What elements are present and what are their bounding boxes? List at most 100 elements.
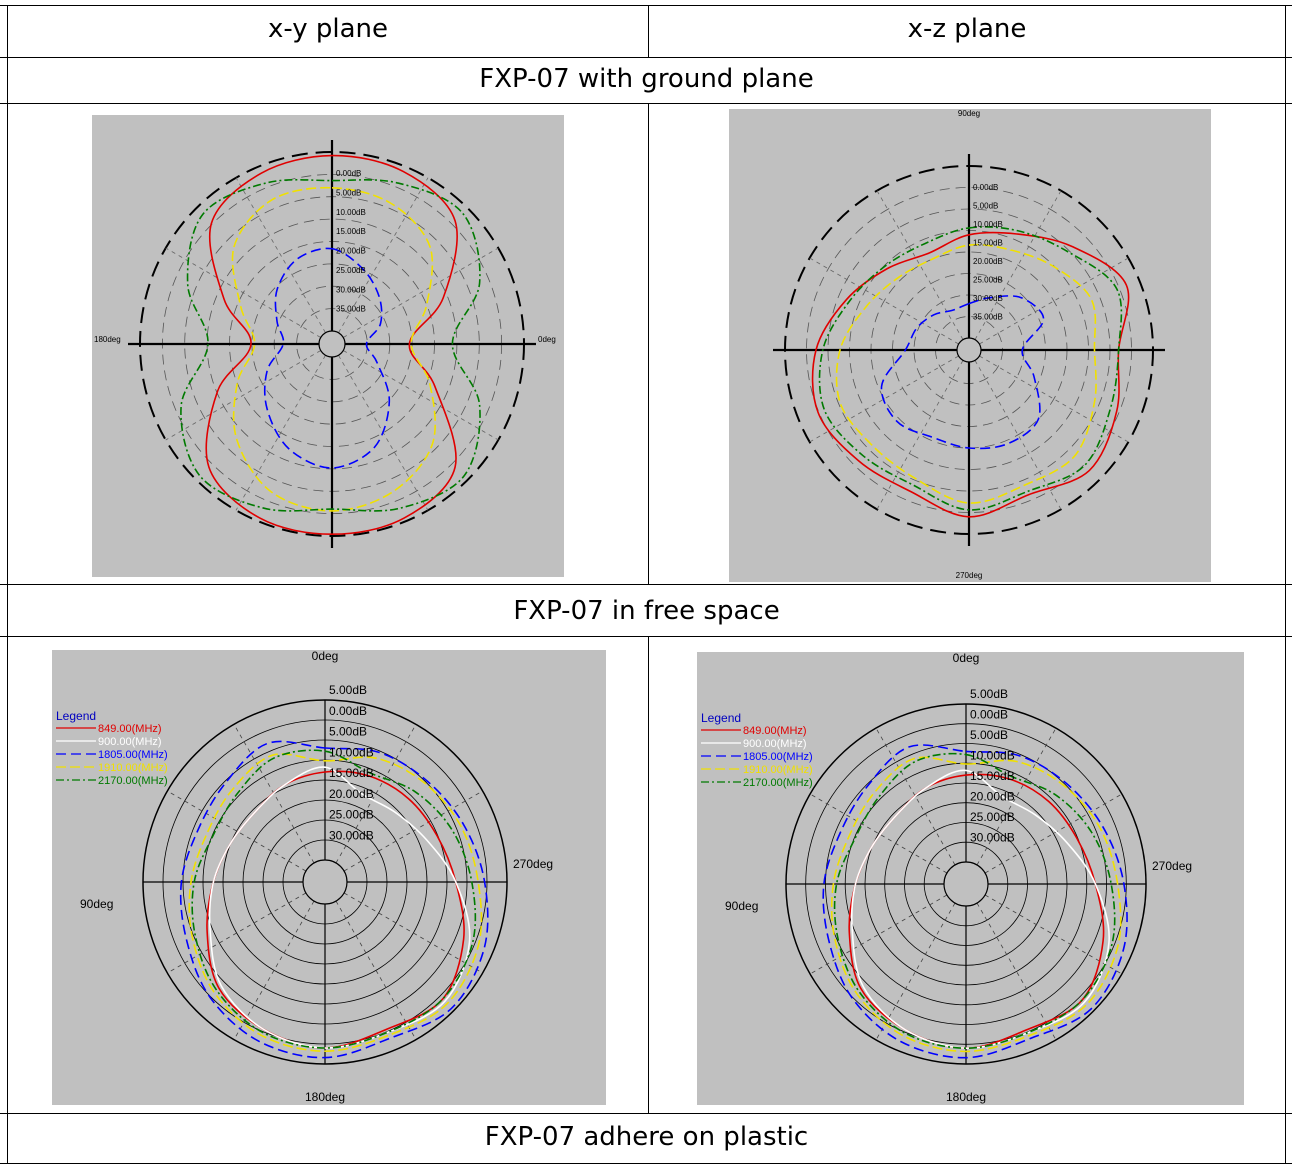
polar-radial-label: 30.00dB: [336, 285, 366, 294]
polar-series-line: [231, 186, 437, 512]
polar-grid-spoke: [165, 350, 321, 441]
legend-item: 900.00(MHz): [98, 736, 162, 748]
polar-grid-spoke: [165, 247, 321, 338]
polar-radial-label: 20.00dB: [970, 790, 1015, 804]
polar-grid-spoke: [343, 892, 483, 974]
polar-radial-label: 5.00dB: [970, 687, 1008, 701]
polar-angle-label-left: 90deg: [725, 899, 758, 913]
polar-plot-free-xy: 5.00dB 0.00dB 5.00dB 10.00dB 15.00dB 20.00dB 2…: [52, 650, 606, 1105]
polar-radial-label: 20.00dB: [329, 787, 374, 801]
polar-angle-label-top: 90deg: [958, 109, 980, 118]
polar-grid-spoke: [984, 793, 1123, 874]
polar-radial-label: 30.00dB: [329, 829, 374, 843]
polar-grid-spoke: [809, 894, 948, 975]
polar-series-line: [180, 178, 481, 512]
polar-grid-spoke: [335, 724, 417, 864]
polar-radial-label: 0.00dB: [336, 169, 361, 178]
polar-radial-label: 35.00dB: [973, 313, 1003, 322]
polar-plot-ground-xy: 0.00dB 5.00dB 10.00dB 15.00dB 20.00dB 25.00dB…: [92, 115, 564, 577]
polar-angle-label-left: 90deg: [80, 897, 113, 911]
legend-title: Legend: [701, 711, 741, 725]
polar-grid-spoke: [876, 360, 964, 510]
header-xz-plane: x-z plane: [907, 14, 1027, 44]
polar-svg-ground-xy: 0.00dB 5.00dB 10.00dB 15.00dB 20.00dB 25.00dB…: [94, 140, 556, 548]
polar-grid-spoke: [976, 727, 1057, 866]
legend-title: Legend: [56, 709, 96, 723]
polar-grid-spoke: [335, 900, 417, 1040]
polar-radial-label: 35.00dB: [336, 305, 366, 314]
table-border: [0, 5, 1292, 6]
polar-radial-label: 25.00dB: [336, 266, 366, 275]
polar-radial-label: 15.00dB: [970, 769, 1015, 783]
section-label-free-space: FXP-07 in free space: [513, 596, 780, 626]
polar-legend: Legend849.00(MHz)900.00(MHz)1805.00(MHz)…: [56, 709, 168, 787]
polar-grid-spoke: [167, 892, 307, 974]
section-label-plastic: FXP-07 adhere on plastic: [484, 1122, 809, 1152]
polar-radial-label: 10.00dB: [336, 208, 366, 217]
polar-series-line: [818, 226, 1123, 511]
table-border: [648, 5, 649, 57]
section-label-ground-plane: FXP-07 with ground plane: [479, 64, 814, 94]
polar-series-line: [822, 744, 1128, 1059]
polar-center-hub: [318, 330, 346, 358]
polar-radial-label: 20.00dB: [336, 247, 366, 256]
polar-radial-label: 15.00dB: [329, 766, 374, 780]
table-border: [648, 103, 649, 584]
legend-item: 849.00(MHz): [743, 725, 807, 737]
polar-series-line: [833, 752, 1116, 1050]
polar-angle-label-top: 0deg: [953, 652, 980, 665]
legend-item: 1910.00(MHz): [743, 764, 813, 776]
table-border: [1285, 5, 1286, 1163]
polar-series-line: [205, 154, 458, 536]
polar-radial-label: 5.00dB: [329, 725, 367, 739]
polar-center-hub: [943, 861, 989, 907]
polar-angle-label-bottom: 180deg: [946, 1090, 986, 1104]
table-border: [7, 5, 8, 1163]
polar-radial-label: 25.00dB: [970, 810, 1015, 824]
polar-radial-label: 30.00dB: [973, 294, 1003, 303]
table-border: [648, 636, 649, 1113]
polar-radial-label: 5.00dB: [973, 202, 998, 211]
polar-plot-ground-xz: 0.00dB 5.00dB 10.00dB 15.00dB 20.00dB 25.00dB…: [729, 109, 1211, 582]
polar-radial-label: 25.00dB: [329, 808, 374, 822]
polar-radial-label: 5.00dB: [329, 683, 367, 697]
table-border: [0, 1163, 1292, 1164]
polar-chart-ground-xz: 0.00dB 5.00dB 10.00dB 15.00dB 20.00dB 25.00dB…: [773, 109, 1165, 580]
polar-svg-free-xz: 5.00dB 0.00dB 5.00dB 10.00dB 15.00dB 20.00dB 2…: [701, 652, 1192, 1104]
polar-series-line: [179, 740, 489, 1059]
table-border: [0, 584, 1292, 585]
polar-series-line: [188, 753, 483, 1053]
legend-item: 849.00(MHz): [98, 723, 162, 735]
polar-grid-spoke: [233, 724, 315, 864]
legend-item: 1805.00(MHz): [743, 751, 813, 763]
polar-radial-label: 0.00dB: [970, 708, 1008, 722]
polar-series-line: [830, 756, 1122, 1053]
polar-radial-label: 25.00dB: [973, 276, 1003, 285]
polar-angle-label-right: 270deg: [513, 857, 553, 871]
polar-grid-spoke: [343, 790, 483, 872]
polar-chart-ground-xy: 0.00dB 5.00dB 10.00dB 15.00dB 20.00dB 25.00dB…: [94, 140, 556, 548]
polar-angle-label-bottom: 270deg: [956, 571, 983, 580]
polar-chart-free-xz: 5.00dB 0.00dB 5.00dB 10.00dB 15.00dB 20.00dB 2…: [701, 652, 1192, 1104]
polar-radial-label: 10.00dB: [329, 745, 374, 759]
polar-grid-spoke: [343, 350, 499, 441]
polar-radial-label: 30.00dB: [970, 831, 1015, 845]
polar-center-hub: [302, 859, 348, 905]
polar-grid-spoke: [875, 727, 956, 866]
polar-grid-spoke: [976, 902, 1057, 1041]
polar-svg-ground-xz: 0.00dB 5.00dB 10.00dB 15.00dB 20.00dB 25.00dB…: [773, 109, 1165, 580]
polar-series-line: [208, 766, 471, 1049]
polar-center-hub: [956, 337, 982, 363]
polar-grid-spoke: [343, 247, 499, 338]
polar-grid-spoke: [167, 790, 307, 872]
polar-series-line: [263, 247, 391, 469]
polar-grid-spoke: [233, 900, 315, 1040]
polar-radial-label: 10.00dB: [973, 220, 1003, 229]
polar-radial-label: 5.00dB: [336, 188, 361, 197]
polar-svg-free-xy: 5.00dB 0.00dB 5.00dB 10.00dB 15.00dB 20.00dB 2…: [56, 650, 553, 1104]
legend-item: 2170.00(MHz): [743, 777, 813, 789]
polar-grid-spoke: [809, 793, 948, 874]
polar-angle-label-left: 180deg: [94, 335, 121, 344]
table-border: [0, 1113, 1292, 1114]
polar-series-line: [880, 295, 1045, 450]
